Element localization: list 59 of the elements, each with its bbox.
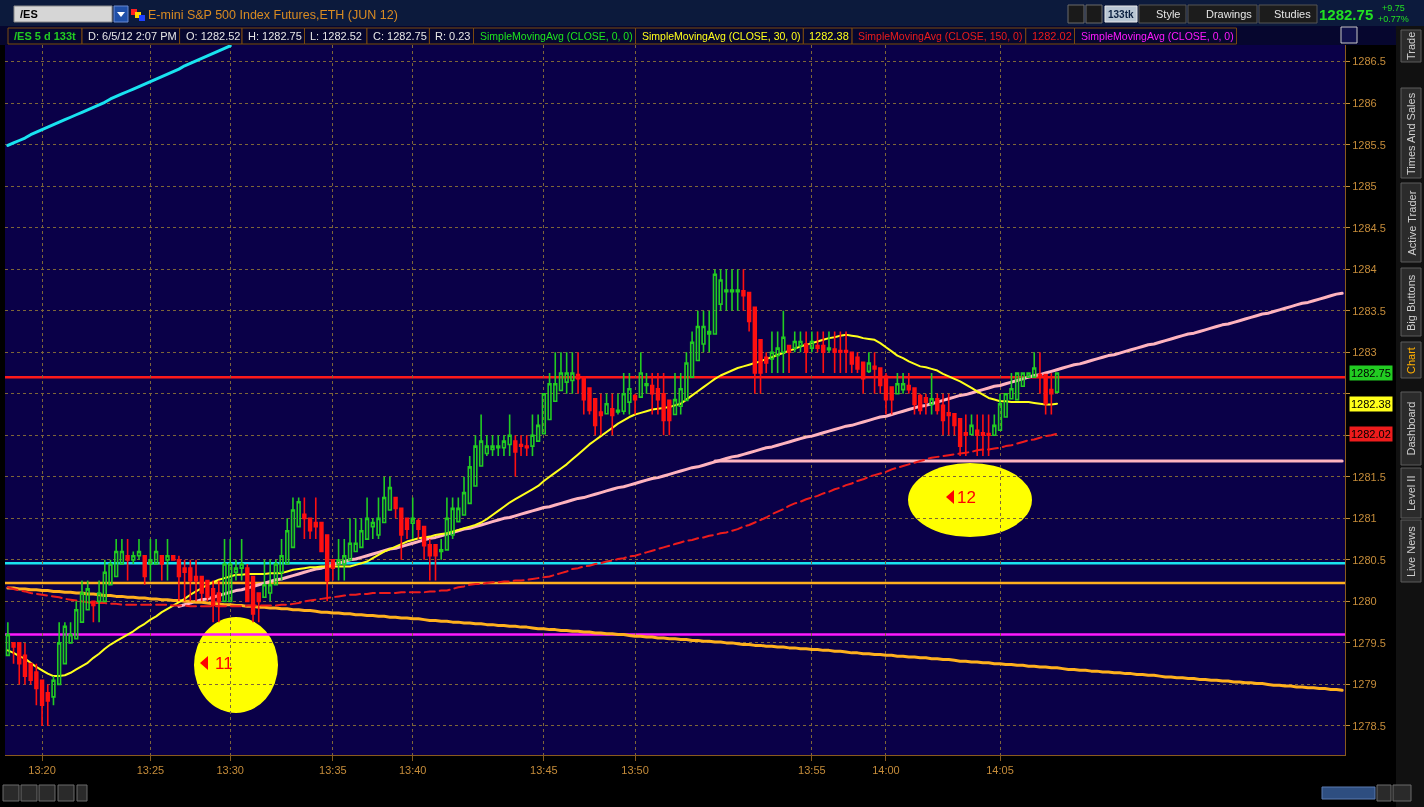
text: Trade xyxy=(1405,31,1417,60)
text: 133tk xyxy=(1108,9,1135,20)
text: Drawings xyxy=(1206,8,1253,20)
text: H: 1282.75 xyxy=(248,30,302,42)
text: 1282.02 xyxy=(1032,30,1072,42)
text: C: 1282.75 xyxy=(373,30,427,42)
text: +9.75 xyxy=(1382,3,1405,13)
x-tick-label: 14:00 xyxy=(872,764,900,777)
x-tick-label: 13:35 xyxy=(319,764,347,777)
x-tick-label: 13:50 xyxy=(621,764,649,777)
y-tick-label: 1284 xyxy=(1352,263,1377,276)
text: O: 1282.52 xyxy=(186,30,241,42)
x-tick-label: 14:05 xyxy=(986,764,1014,777)
text: Times And Sales xyxy=(1405,92,1417,175)
y-tick-label: 1283.5 xyxy=(1352,304,1386,317)
x-tick-label: 13:40 xyxy=(398,764,427,777)
text: D: 6/5/12 2:07 PM xyxy=(88,30,177,42)
x-tick-label: 13:25 xyxy=(136,764,165,777)
text: Dashboard xyxy=(1404,401,1417,456)
annotation: 12 xyxy=(957,488,976,507)
text: Level II xyxy=(1405,475,1417,511)
text: 1282.75 xyxy=(1319,6,1374,23)
x-tick-label: 13:20 xyxy=(28,764,56,777)
text: Big Buttons xyxy=(1405,274,1417,331)
y-tick-label: 1286 xyxy=(1352,96,1377,109)
y-tick-label: 1285.5 xyxy=(1352,138,1386,151)
text: /ES 5 d 133t xyxy=(14,30,77,42)
text: 1282.38 xyxy=(809,30,849,42)
x-tick-label: 13:30 xyxy=(216,764,244,777)
text: SimpleMovingAvg (CLOSE, 30, 0) xyxy=(642,30,801,42)
y-tick-label: 1284.5 xyxy=(1352,221,1386,234)
text: Chart xyxy=(1405,347,1417,374)
y-tick-label: 1279 xyxy=(1352,678,1377,691)
x-tick-label: 13:55 xyxy=(798,764,826,777)
y-tick-label: 1281.5 xyxy=(1352,470,1386,483)
y-tick-label: 1283 xyxy=(1352,346,1377,359)
text: 1282.38 xyxy=(1351,398,1391,410)
text: Active Trader xyxy=(1405,190,1418,256)
x-tick-label: 13:45 xyxy=(530,764,558,777)
y-tick-label: 1280.5 xyxy=(1352,553,1386,566)
text: SimpleMovingAvg (CLOSE, 0, 0) xyxy=(1081,30,1234,42)
y-tick-label: 1278.5 xyxy=(1352,719,1386,732)
text: +0.77% xyxy=(1378,14,1409,24)
text: /ES xyxy=(20,8,38,20)
text: 1282.02 xyxy=(1351,428,1391,440)
text: SimpleMovingAvg (CLOSE, 0, 0) xyxy=(480,30,633,42)
text: R: 0.23 xyxy=(435,30,471,42)
chart-title: E-mini S&P 500 Index Futures,ETH (JUN 12) xyxy=(148,8,398,22)
annotation: 11 xyxy=(215,654,233,673)
y-tick-label: 1286.5 xyxy=(1352,55,1386,68)
text: Live News xyxy=(1405,525,1417,577)
y-tick-label: 1279.5 xyxy=(1352,636,1386,649)
y-tick-label: 1280 xyxy=(1352,595,1377,608)
y-tick-label: 1285 xyxy=(1352,180,1377,193)
text: 1282.75 xyxy=(1351,367,1391,379)
text: Studies xyxy=(1274,8,1312,20)
y-tick-label: 1281 xyxy=(1352,512,1377,525)
text: SimpleMovingAvg (CLOSE, 150, 0) xyxy=(858,30,1023,42)
text: L: 1282.52 xyxy=(310,30,362,42)
